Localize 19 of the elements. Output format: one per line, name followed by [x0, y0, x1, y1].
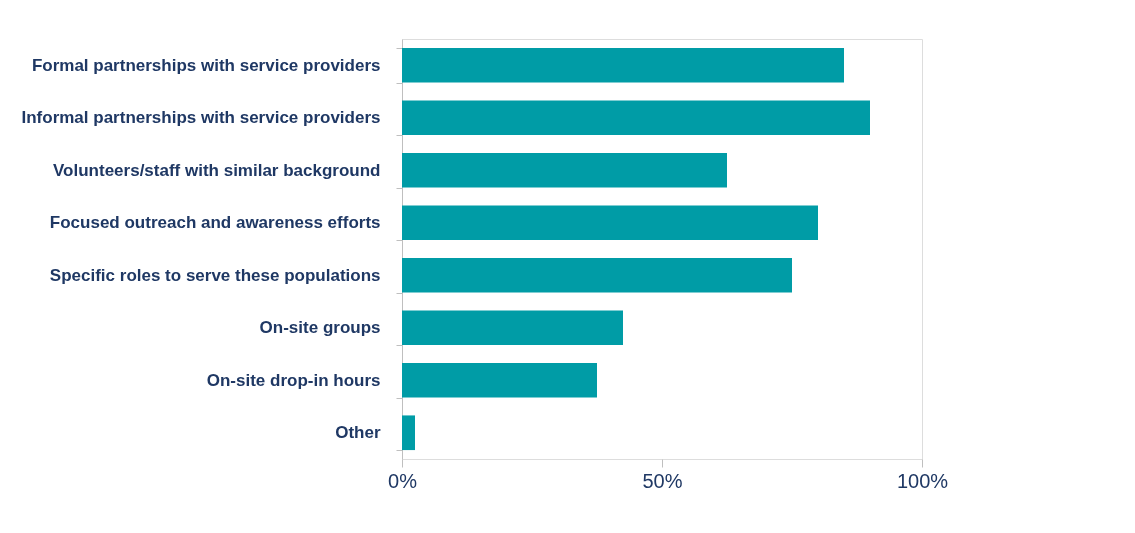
- bar: [402, 415, 415, 451]
- x-tick-label: 0%: [388, 469, 418, 492]
- y-tick-label: Informal partnerships with service providers: [21, 108, 381, 128]
- y-tick-label: On-site groups: [259, 318, 381, 338]
- x-tick-label: 50%: [642, 469, 683, 492]
- bar: [402, 257, 792, 293]
- bar: [402, 152, 727, 188]
- y-tick-label: Focused outreach and awareness efforts: [49, 213, 381, 233]
- y-tick-label: On-site drop-in hours: [206, 370, 381, 390]
- bar: [402, 47, 844, 83]
- bar: [402, 310, 623, 346]
- y-tick-label: Specific roles to serve these populations: [49, 265, 381, 285]
- y-tick-label: Volunteers/staff with similar background: [53, 160, 381, 180]
- y-tick-label: Formal partnerships with service providers: [31, 55, 381, 75]
- bar: [402, 362, 597, 398]
- y-tick-label: Other: [335, 423, 381, 443]
- bar: [402, 100, 870, 136]
- bar: [402, 205, 818, 241]
- x-tick-label: 100%: [896, 469, 949, 492]
